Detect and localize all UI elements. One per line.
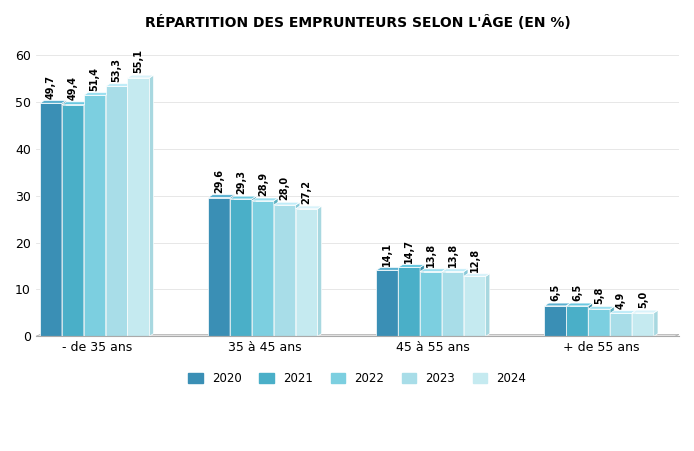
Polygon shape [398,265,424,267]
Polygon shape [296,202,300,336]
Text: 28,9: 28,9 [258,172,268,196]
Polygon shape [273,202,300,205]
Polygon shape [464,269,468,336]
Text: 4,9: 4,9 [616,291,626,308]
Polygon shape [36,335,679,336]
Polygon shape [105,83,132,87]
Polygon shape [252,198,278,201]
Text: 49,7: 49,7 [46,74,56,99]
Polygon shape [398,267,420,336]
Polygon shape [273,198,278,336]
Polygon shape [105,87,128,336]
Text: 13,8: 13,8 [448,243,458,267]
Text: 5,0: 5,0 [638,291,648,308]
Polygon shape [654,310,658,336]
Polygon shape [252,196,256,336]
Text: 6,5: 6,5 [573,284,582,301]
Polygon shape [62,105,84,336]
Polygon shape [610,313,632,336]
Polygon shape [376,267,403,270]
Polygon shape [589,303,593,336]
Polygon shape [442,269,446,336]
Text: 53,3: 53,3 [112,58,121,82]
Polygon shape [230,199,252,336]
Polygon shape [40,101,66,103]
Text: 51,4: 51,4 [90,67,100,91]
Polygon shape [296,209,317,336]
Polygon shape [208,198,230,336]
Polygon shape [442,272,464,336]
Polygon shape [208,195,235,198]
Text: 29,6: 29,6 [214,169,224,193]
Title: RÉPARTITION DES EMPRUNTEURS SELON L'ÂGE (EN %): RÉPARTITION DES EMPRUNTEURS SELON L'ÂGE … [144,15,570,30]
Polygon shape [442,269,468,272]
Polygon shape [464,273,490,276]
Text: 27,2: 27,2 [302,180,312,204]
Polygon shape [128,83,132,336]
Polygon shape [566,306,589,336]
Polygon shape [632,313,654,336]
Polygon shape [62,102,88,105]
Text: 12,8: 12,8 [470,248,480,272]
Polygon shape [610,306,614,336]
Polygon shape [486,273,490,336]
Polygon shape [230,195,235,336]
Text: 14,1: 14,1 [382,242,392,266]
Polygon shape [273,205,296,336]
Polygon shape [84,102,88,336]
Polygon shape [632,311,636,336]
Text: 6,5: 6,5 [550,284,561,301]
Polygon shape [610,311,636,313]
Polygon shape [420,269,446,272]
Text: 55,1: 55,1 [133,49,144,73]
Polygon shape [128,78,149,336]
Polygon shape [420,265,424,336]
Polygon shape [632,310,658,313]
Polygon shape [566,303,593,306]
Text: 5,8: 5,8 [594,287,604,304]
Polygon shape [545,303,570,306]
Polygon shape [398,267,403,336]
Polygon shape [296,206,322,209]
Polygon shape [566,303,570,336]
Polygon shape [252,201,273,336]
Text: 49,4: 49,4 [68,76,78,100]
Polygon shape [420,272,442,336]
Polygon shape [105,92,110,336]
Text: 13,8: 13,8 [426,243,436,267]
Polygon shape [128,75,153,78]
Polygon shape [589,309,610,336]
Polygon shape [230,196,256,199]
Polygon shape [464,276,486,336]
Text: 14,7: 14,7 [404,239,414,263]
Polygon shape [84,95,105,336]
Legend: 2020, 2021, 2022, 2023, 2024: 2020, 2021, 2022, 2023, 2024 [184,367,531,390]
Polygon shape [84,92,110,95]
Polygon shape [40,103,62,336]
Polygon shape [376,270,398,336]
Polygon shape [545,306,566,336]
Polygon shape [589,306,614,309]
Text: 29,3: 29,3 [236,170,246,194]
Polygon shape [317,206,322,336]
Polygon shape [149,75,153,336]
Text: 28,0: 28,0 [280,176,289,200]
Polygon shape [62,101,66,336]
